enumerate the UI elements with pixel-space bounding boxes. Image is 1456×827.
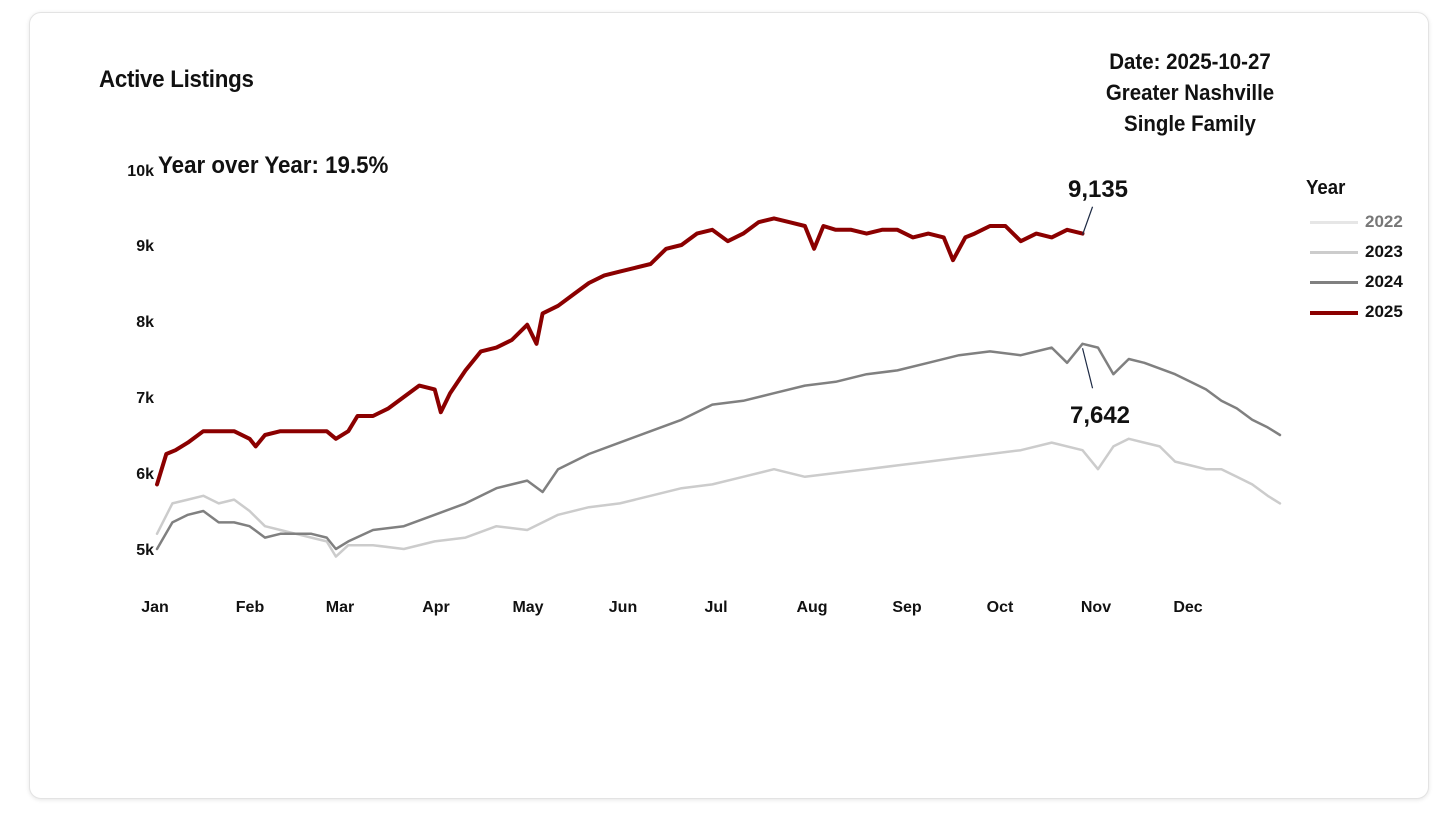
x-tick-label-oct: Oct	[987, 599, 1014, 616]
series-line-2024	[155, 342, 1282, 551]
x-tick-label-jan: Jan	[141, 599, 169, 616]
legend-title: Year	[1306, 177, 1346, 199]
x-tick-label-mar: Mar	[326, 599, 354, 616]
x-tick-label-jun: Jun	[609, 599, 637, 616]
x-tick-label-may: May	[512, 599, 543, 616]
annotation-label-2025: 9,135	[1068, 176, 1128, 203]
x-tick-label-feb: Feb	[236, 599, 265, 616]
chart-title: Active Listings	[99, 66, 254, 93]
x-tick-label-dec: Dec	[1173, 599, 1202, 616]
series-line-2025	[155, 216, 1085, 487]
chart-meta: Date: 2025-10-27 Greater Nashville Singl…	[1097, 46, 1283, 139]
y-tick-label-7k: 7k	[136, 390, 154, 407]
legend-label-2022: 2022	[1365, 212, 1403, 231]
date-label: Date: 2025-10-27	[1109, 49, 1271, 74]
chart-card	[29, 12, 1429, 799]
legend-swatch-2025	[1310, 311, 1358, 315]
x-tick-label-aug: Aug	[796, 599, 827, 616]
legend-label-2025: 2025	[1365, 302, 1403, 321]
y-tick-label-9k: 9k	[136, 238, 154, 255]
legend-swatch-2024	[1310, 281, 1358, 284]
x-tick-label-apr: Apr	[422, 599, 450, 616]
annotation-leader-2024	[1081, 348, 1094, 389]
legend-label-2024: 2024	[1365, 272, 1403, 291]
y-tick-label-6k: 6k	[136, 466, 154, 483]
x-tick-label-nov: Nov	[1081, 599, 1111, 616]
y-tick-label-8k: 8k	[136, 314, 154, 331]
legend-label-2023: 2023	[1365, 242, 1403, 261]
legend-swatch-2023	[1310, 251, 1358, 254]
annotation-label-2024: 7,642	[1070, 402, 1130, 429]
series-line-2023	[155, 437, 1282, 558]
x-tick-label-jul: Jul	[704, 599, 727, 616]
yoy-label: Year over Year: 19.5%	[158, 152, 389, 179]
legend-swatch-2022	[1310, 221, 1358, 224]
property-type-label: Single Family	[1124, 111, 1256, 136]
x-tick-label-sep: Sep	[892, 599, 922, 616]
region-label: Greater Nashville	[1105, 80, 1275, 105]
y-tick-label-5k: 5k	[136, 542, 154, 559]
annotation-leader-2025	[1081, 206, 1094, 235]
y-tick-label-10k: 10k	[127, 163, 154, 180]
